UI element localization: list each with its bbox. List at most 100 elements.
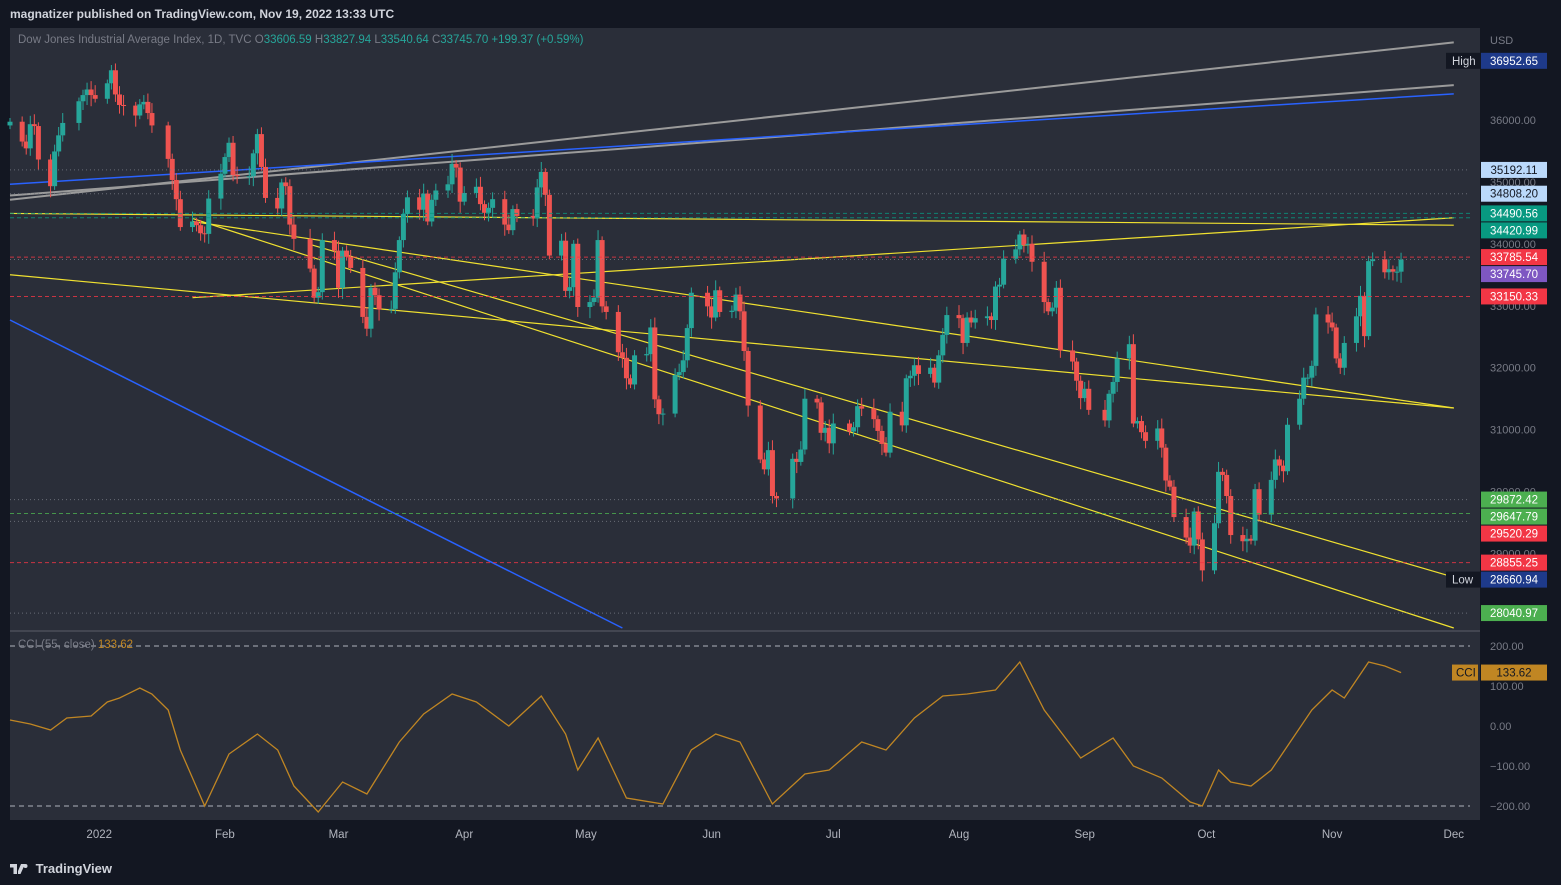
candle [940, 328, 946, 363]
candle-body [417, 197, 423, 210]
candle-body [684, 328, 690, 361]
candle-body [344, 250, 350, 257]
candle [851, 421, 857, 437]
candle [1021, 229, 1027, 253]
candle [396, 236, 402, 279]
candle-body [27, 124, 33, 149]
cci-tick-label: 100.00 [1490, 681, 1524, 693]
price-tag-box [1481, 508, 1547, 525]
candle [279, 178, 285, 216]
high-label: H [314, 34, 324, 46]
cci-tag-label-bg [1452, 664, 1478, 681]
time-axis[interactable]: 2022 Feb Mar Apr May Jun Jul Aug Sep Oct Nov Dec [86, 829, 1464, 841]
tradingview-logo[interactable]: TradingView [10, 852, 112, 885]
candle [1070, 340, 1076, 371]
candle [392, 262, 398, 314]
price-tag-label-bg [1446, 52, 1480, 69]
candle [510, 205, 516, 236]
candle [1224, 469, 1230, 504]
cci-pane[interactable] [10, 632, 1480, 820]
candle-body [1053, 287, 1059, 308]
high-value: 33827.94 [323, 34, 372, 46]
price-tag-box [1481, 185, 1547, 202]
candle-body [676, 372, 682, 376]
candle [956, 305, 962, 329]
price-tag: 33150.33 [1481, 288, 1547, 305]
cci-tick-label: 200.00 [1490, 641, 1524, 653]
candle-body [615, 311, 621, 353]
candle [1337, 353, 1343, 374]
time-tick-label: Feb [215, 829, 235, 841]
candle-body [879, 430, 885, 444]
candle [319, 233, 325, 300]
candle [1053, 280, 1059, 314]
candle [449, 153, 455, 193]
candle [907, 370, 913, 387]
price-tick-label: 36000.00 [1490, 115, 1536, 127]
candle-body [169, 158, 175, 180]
candle [871, 398, 877, 428]
candle-body [575, 243, 581, 308]
candle [830, 413, 836, 455]
chart-canvas[interactable]: CCI 133.62 USD36000.0035000.0034000.00330… [0, 0, 1561, 852]
price-tag-value: 34808.20 [1490, 189, 1538, 201]
cci-tick-label: −200.00 [1490, 801, 1530, 813]
candle [141, 95, 147, 110]
candle [1183, 508, 1189, 544]
candle [376, 288, 382, 321]
candle [1333, 323, 1339, 364]
candle-body [348, 256, 354, 268]
candle [1082, 381, 1088, 402]
candle-body [254, 134, 260, 154]
candle-body [23, 141, 29, 149]
candle-body [1025, 243, 1031, 246]
candle [234, 166, 240, 184]
candle-body [510, 209, 516, 231]
candle-body [1341, 342, 1347, 368]
candle [818, 397, 824, 441]
candle [644, 347, 650, 362]
symbol-title[interactable]: Dow Jones Industrial Average Index, 1D, … [18, 34, 252, 46]
candle-body [567, 287, 573, 291]
candle-body [137, 104, 143, 116]
cci-title[interactable]: CCI (55, close) [18, 639, 95, 651]
candle [1353, 307, 1359, 352]
candle [1106, 390, 1112, 428]
candle-body [1272, 459, 1278, 480]
candle-body [92, 95, 98, 99]
candle [887, 403, 893, 458]
candle-body [623, 357, 629, 379]
candle-body [1021, 234, 1027, 246]
candle [1102, 399, 1108, 427]
low-value: 33540.64 [380, 34, 429, 46]
price-legend[interactable]: Dow Jones Industrial Average Index, 1D, … [18, 34, 584, 46]
candle-body [1110, 381, 1116, 394]
candle [246, 166, 252, 185]
candle [1130, 334, 1136, 428]
cci-legend[interactable]: CCI (55, close) 133.62 [18, 639, 133, 651]
candle [757, 400, 763, 464]
candle [960, 314, 966, 355]
candle-body [315, 292, 321, 298]
candle-body [619, 352, 625, 358]
candle-body [688, 292, 694, 329]
candle-body [84, 89, 90, 96]
cci-tag-label: CCI [1456, 668, 1476, 680]
candle [1025, 236, 1031, 254]
candle-body [595, 240, 601, 298]
candle-body [429, 199, 435, 222]
candle [190, 211, 195, 233]
candle [591, 289, 597, 306]
time-tick-label: 2022 [86, 829, 112, 841]
candle-body [1366, 261, 1372, 337]
candle [165, 121, 171, 168]
candle-body [887, 411, 893, 453]
candle [1078, 375, 1084, 410]
candle [1313, 307, 1319, 376]
candle-body [603, 306, 609, 312]
price-tag: 28855.25 [1481, 554, 1547, 571]
candle [425, 189, 431, 226]
candle-body [875, 419, 881, 431]
candle-body [490, 199, 496, 208]
